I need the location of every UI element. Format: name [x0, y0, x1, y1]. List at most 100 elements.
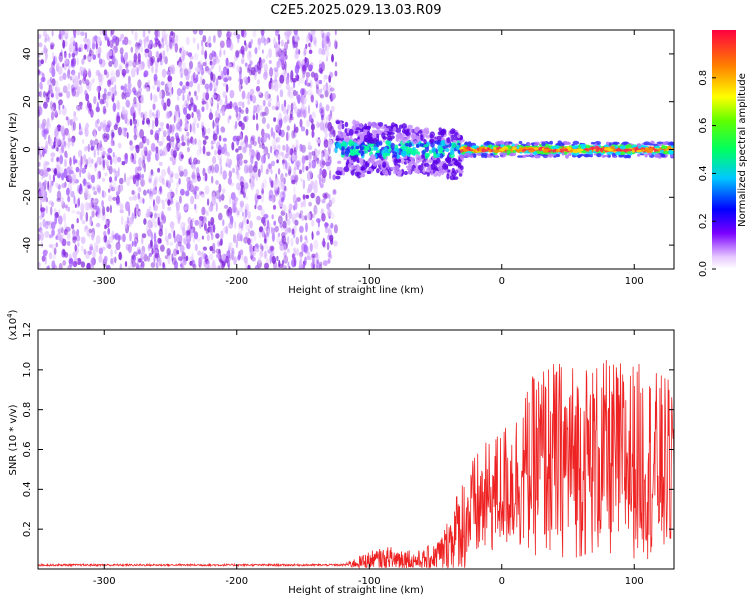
- spectrogram-noise-mark: [207, 220, 211, 227]
- spectrogram-noise-mark: [107, 195, 113, 202]
- spectrogram-transition-mark: [343, 166, 350, 173]
- spectrogram-noise-mark: [291, 179, 296, 185]
- spectrogram-noise-mark: [332, 191, 337, 196]
- spectrogram-noise-mark: [288, 165, 292, 175]
- spectrogram-noise-mark: [109, 39, 114, 48]
- spectrogram-noise-mark: [88, 184, 93, 189]
- spectrogram-transition-mark: [407, 170, 412, 175]
- spectrogram-noise-mark: [125, 61, 129, 67]
- spectrogram-noise-mark: [140, 46, 143, 53]
- spectrogram-noise-mark: [243, 236, 249, 244]
- spectrogram-noise-mark: [206, 151, 211, 157]
- spectrogram-noise-mark: [259, 250, 264, 258]
- spectrogram-noise-mark: [313, 38, 317, 47]
- spectrogram-noise-mark: [285, 83, 291, 90]
- spectrogram-noise-mark: [179, 68, 184, 77]
- spectrogram-noise-mark: [114, 176, 117, 182]
- spectrogram-band-mark: [627, 151, 631, 154]
- spectrogram-noise-mark: [192, 164, 197, 172]
- spectrogram-noise-mark: [294, 64, 300, 75]
- spectrogram-noise-mark: [103, 88, 107, 94]
- spectrogram-noise-mark: [151, 119, 155, 130]
- spectrogram-noise-mark: [58, 103, 61, 111]
- spectrogram-noise-mark: [194, 190, 197, 200]
- spectrogram-noise-mark: [92, 78, 95, 83]
- spectrogram-noise-mark: [293, 123, 296, 134]
- spectrogram-noise-mark: [309, 79, 313, 89]
- spectrogram-noise-mark: [238, 230, 243, 237]
- spectrogram-noise-mark: [319, 261, 323, 266]
- spectrogram-noise-mark: [222, 188, 226, 194]
- spectrogram-noise-mark: [297, 94, 301, 104]
- spectrogram-noise-mark: [129, 118, 133, 126]
- spectrogram-noise-mark: [276, 136, 281, 143]
- spectrogram-transition-mark: [352, 119, 357, 126]
- spectrogram-noise-mark: [317, 173, 322, 180]
- spectrogram-noise-mark: [293, 129, 297, 138]
- spectrogram-noise-mark: [257, 204, 263, 211]
- spectrogram-noise-mark: [170, 136, 175, 143]
- spectrogram-transition-mark: [450, 150, 455, 155]
- spectrogram-noise-mark: [54, 126, 59, 131]
- spectrogram-noise-mark: [63, 168, 68, 179]
- spectrogram-noise-mark: [303, 197, 306, 208]
- spectrogram-noise-mark: [82, 155, 86, 165]
- spectrogram-noise-mark: [279, 74, 285, 84]
- spectrogram-noise-mark: [76, 210, 81, 215]
- spectrogram-noise-mark: [260, 30, 265, 36]
- spectrogram-noise-mark: [241, 211, 245, 217]
- spectrogram-noise-mark: [168, 40, 173, 51]
- spectrogram-noise-mark: [270, 226, 273, 234]
- spectrogram-noise-mark: [38, 103, 42, 109]
- spectrogram-noise-mark: [83, 37, 88, 43]
- spectrogram-noise-mark: [71, 59, 75, 65]
- spectrogram-band-mark: [516, 145, 520, 150]
- spectrogram-noise-mark: [47, 79, 51, 85]
- spectrogram-noise-mark: [289, 86, 294, 92]
- spectrogram-noise-mark: [112, 151, 115, 158]
- spectrogram-noise-mark: [214, 122, 220, 128]
- spectrogram-noise-mark: [332, 130, 336, 138]
- spectrogram-noise-mark: [226, 40, 232, 48]
- spectrogram-transition-mark: [376, 140, 380, 148]
- spectrogram-noise-mark: [129, 144, 135, 151]
- spectrogram-noise-mark: [71, 87, 76, 97]
- spectrogram-noise-mark: [183, 107, 187, 115]
- spectrogram-noise-mark: [204, 135, 209, 140]
- spectrogram-noise-mark: [135, 262, 139, 269]
- spectrogram-noise-mark: [95, 204, 100, 214]
- spectrogram-noise-mark: [42, 218, 46, 228]
- spectrogram-noise-mark: [176, 121, 181, 130]
- spectrogram-noise-mark: [56, 61, 60, 69]
- spectrogram-noise-mark: [132, 159, 137, 165]
- spectrogram-noise-mark: [280, 52, 285, 61]
- spectrogram-noise-mark: [146, 154, 151, 163]
- snr-scale-close: ): [8, 309, 19, 313]
- spectrogram-noise-mark: [190, 195, 195, 205]
- spectrogram-noise-mark: [74, 244, 77, 252]
- spectrogram-noise-mark: [291, 229, 294, 236]
- spectrogram-noise-mark: [296, 197, 301, 202]
- spectrogram-noise-mark: [83, 54, 87, 60]
- spectrogram-noise-mark: [202, 139, 207, 146]
- spectrogram-noise-mark: [225, 83, 229, 93]
- spectrogram-noise-mark: [268, 133, 271, 140]
- spectrogram-noise-mark: [78, 159, 83, 168]
- spectrogram-noise-mark: [228, 31, 233, 37]
- spectrogram-noise-mark: [92, 36, 95, 46]
- spectrogram-band-mark: [504, 142, 508, 146]
- spectrogram-noise-mark: [161, 169, 167, 177]
- spectrogram-noise-mark: [41, 255, 46, 262]
- spectrogram-noise-mark: [105, 124, 111, 133]
- spectrogram-noise-mark: [53, 109, 58, 116]
- spectrogram-noise-mark: [270, 160, 276, 167]
- spectrogram-noise-mark: [39, 221, 42, 229]
- spectrogram-noise-mark: [58, 30, 62, 41]
- spectrogram-noise-mark: [297, 36, 300, 41]
- spectrogram-noise-mark: [136, 67, 139, 76]
- spectrogram-noise-mark: [196, 237, 201, 242]
- spectrogram-noise-mark: [294, 174, 299, 183]
- spectrogram-noise-mark: [162, 50, 166, 60]
- spectrogram-band-mark: [669, 154, 674, 158]
- spectrogram-noise-mark: [38, 70, 41, 75]
